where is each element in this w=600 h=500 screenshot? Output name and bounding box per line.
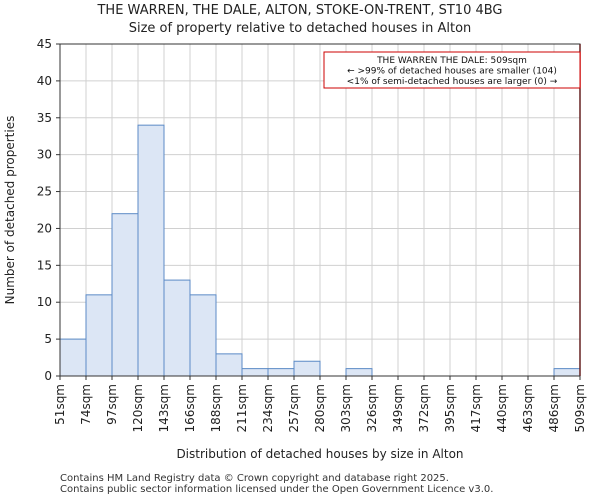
bar: [85, 294, 113, 377]
x-tick-label: 303sqm: [339, 384, 353, 432]
x-tick-label: 395sqm: [443, 384, 457, 432]
x-tick-label: 280sqm: [313, 384, 327, 432]
bar: [241, 368, 269, 377]
x-tick-label: 188sqm: [209, 384, 223, 432]
y-tick-label: 40: [37, 74, 52, 88]
x-tick-label: 51sqm: [53, 384, 67, 425]
annotation-line-1: THE WARREN THE DALE: 509sqm: [376, 56, 527, 66]
x-tick-label: 417sqm: [469, 384, 483, 432]
bar: [59, 338, 87, 377]
y-tick-label: 30: [37, 148, 52, 162]
x-tick-label: 166sqm: [183, 384, 197, 432]
y-tick-label: 10: [37, 295, 52, 309]
x-tick-label: 120sqm: [131, 384, 145, 432]
x-axis-ticks: 51sqm 74sqm 97sqm 120sqm 143sqm 166sqm 188sqm 2…: [53, 376, 587, 432]
x-tick-label: 349sqm: [391, 384, 405, 432]
y-tick-label: 0: [44, 369, 52, 383]
x-tick-label: 372sqm: [417, 384, 431, 432]
x-tick-label: 74sqm: [79, 384, 93, 425]
x-tick-label: 440sqm: [495, 384, 509, 432]
y-tick-label: 15: [37, 258, 52, 272]
y-axis-label: Number of detached properties: [3, 116, 17, 305]
y-tick-label: 25: [37, 185, 52, 199]
footer-attribution-2: Contains public sector information licen…: [60, 484, 494, 495]
annotation-line-3: <1% of semi-detached houses are larger (…: [347, 77, 558, 87]
bar: [293, 360, 321, 377]
bar: [189, 294, 217, 377]
bar: [267, 368, 295, 377]
bar: [215, 353, 243, 377]
bar: [137, 124, 165, 377]
annotation-line-2: ← >99% of detached houses are smaller (1…: [347, 67, 557, 77]
x-tick-label: 257sqm: [287, 384, 301, 432]
bar: [111, 213, 139, 377]
x-tick-label: 509sqm: [573, 384, 587, 432]
annotation-border: [323, 51, 581, 89]
x-tick-label: 143sqm: [157, 384, 171, 432]
y-tick-label: 5: [44, 332, 52, 346]
x-tick-label: 97sqm: [105, 384, 119, 425]
y-tick-label: 35: [37, 111, 52, 125]
x-axis-label: Distribution of detached houses by size …: [176, 447, 463, 461]
annotation-box: THE WARREN THE DALE: 509sqm ← >99% of de…: [323, 51, 581, 89]
bar: [163, 279, 191, 377]
x-tick-label: 486sqm: [547, 384, 561, 432]
x-tick-label: 211sqm: [235, 384, 249, 432]
bar: [553, 368, 581, 377]
x-tick-label: 463sqm: [521, 384, 535, 432]
chart-subtitle: Size of property relative to detached ho…: [128, 21, 472, 36]
x-tick-label: 326sqm: [365, 384, 379, 432]
y-axis-ticks: 0 5 10 15 20 25 30 35 40 45: [37, 37, 60, 383]
footer-attribution-1: Contains HM Land Registry data © Crown c…: [60, 473, 449, 484]
y-tick-label: 20: [37, 221, 52, 235]
y-tick-label: 45: [37, 37, 52, 51]
bar: [345, 368, 373, 377]
chart-title: THE WARREN, THE DALE, ALTON, STOKE-ON-TR…: [97, 3, 503, 18]
x-tick-label: 234sqm: [261, 384, 275, 432]
